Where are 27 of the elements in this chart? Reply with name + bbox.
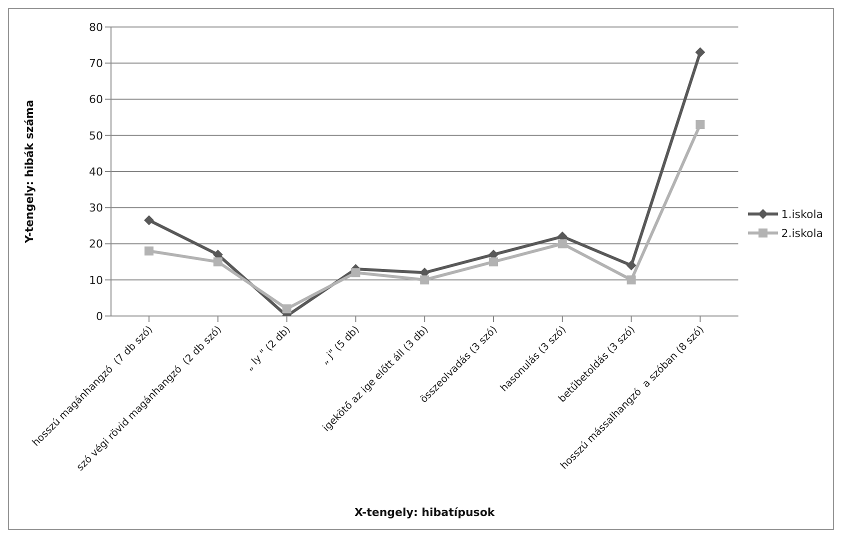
y-tick-label: 20 [89, 238, 103, 251]
point [213, 257, 222, 266]
point [420, 275, 430, 284]
point [282, 304, 292, 314]
y-tick-label: 10 [89, 274, 103, 287]
point [695, 47, 706, 58]
y-tick-label: 50 [89, 129, 103, 142]
y-tick-label: 30 [89, 202, 103, 215]
point [696, 120, 705, 130]
point [626, 260, 636, 270]
y-tick-label: 60 [89, 93, 103, 106]
x-axis-title: X-tengely: hibatípusok [354, 506, 496, 519]
y-tick-label: 70 [89, 57, 103, 70]
point [144, 246, 154, 256]
legend-label: 1.iskola [781, 208, 823, 220]
y-axis-title: Y-tengely: hibák száma [22, 100, 36, 244]
point [558, 239, 567, 248]
point [626, 275, 636, 284]
x-tick-label: „ ly " (2 db) [244, 324, 293, 374]
y-tick-label: 0 [96, 310, 103, 323]
y-tick-label: 80 [89, 20, 103, 34]
y-tick-label: 40 [89, 165, 103, 178]
point [489, 257, 498, 266]
point [351, 268, 360, 278]
x-tick-label: „ j" (5 db) [319, 324, 362, 367]
point [144, 215, 154, 226]
legend-label: 2.iskola [781, 226, 823, 240]
